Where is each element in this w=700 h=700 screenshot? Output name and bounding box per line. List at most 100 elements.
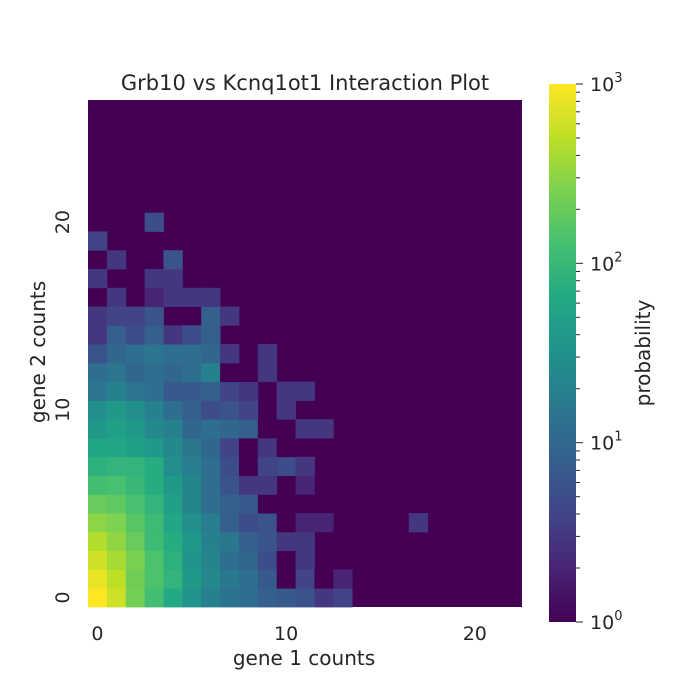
heatmap-cell: [257, 569, 278, 589]
heatmap-cell: [220, 475, 240, 495]
heatmap-cell: [163, 550, 183, 570]
heatmap-cell: [295, 569, 315, 589]
heatmap-cell: [125, 306, 146, 326]
heatmap-cell: [144, 344, 164, 364]
heatmap-cell: [88, 419, 108, 439]
heatmap-cell: [314, 419, 334, 439]
heatmap-cell: [220, 381, 240, 401]
heatmap-cell: [314, 513, 334, 533]
x-tick-label: 10: [274, 623, 298, 645]
heatmap-cell: [238, 531, 259, 552]
heatmap-cell: [125, 494, 146, 514]
heatmap-cell: [276, 569, 296, 589]
heatmap-cell: [163, 438, 183, 458]
heatmap-cell: [257, 531, 278, 552]
heatmap-cell: [257, 475, 278, 495]
heatmap-cell: [163, 494, 183, 514]
heatmap-cell: [257, 456, 278, 476]
heatmap-cell: [125, 438, 146, 458]
heatmap-cell: [163, 344, 183, 364]
heatmap-cell: [106, 438, 127, 458]
heatmap-cell: [257, 438, 278, 458]
heatmap-cell: [295, 381, 315, 401]
heatmap-cell: [144, 588, 164, 608]
heatmap-cell: [106, 362, 127, 383]
heatmap-cell: [257, 550, 278, 570]
heatmap-cell: [182, 381, 202, 401]
heatmap-cell: [106, 513, 127, 533]
heatmap-cell: [88, 438, 108, 458]
heatmap-cell: [163, 456, 183, 476]
heatmap-cell: [144, 306, 164, 326]
heatmap-cell: [88, 344, 108, 364]
x-axis-label: gene 1 counts: [233, 646, 375, 670]
colorbar-tick-label: 100: [590, 609, 622, 634]
heatmap-cell: [201, 475, 221, 495]
heatmap-cell: [125, 381, 146, 401]
heatmap-cell: [163, 400, 183, 420]
heatmap-cell: [125, 400, 146, 420]
heatmap-cell: [201, 550, 221, 570]
heatmap-cell: [408, 513, 429, 533]
heatmap-cell: [182, 475, 202, 495]
heatmap-cell: [144, 400, 164, 420]
heatmap-cell: [238, 475, 259, 495]
heatmap-cell: [88, 588, 108, 608]
heatmap-cell: [182, 494, 202, 514]
heatmap-cell: [220, 513, 240, 533]
heatmap-cell: [201, 419, 221, 439]
heatmap-cell: [144, 419, 164, 439]
heatmap-cell: [220, 438, 240, 458]
heatmap-cell: [201, 531, 221, 552]
heatmap-cell: [276, 438, 296, 458]
heatmap-cell: [333, 569, 353, 589]
y-axis-label: gene 2 counts: [26, 281, 50, 423]
heatmap-cell: [257, 513, 278, 533]
heatmap-cell: [182, 531, 202, 552]
heatmap-cell: [182, 400, 202, 420]
heatmap-cell: [144, 381, 164, 401]
x-axis-ticks: 0 10 20: [91, 623, 487, 645]
heatmap-cell: [276, 400, 296, 420]
heatmap-cell: [106, 494, 127, 514]
heatmap-cell: [220, 400, 240, 420]
x-tick-label: 20: [463, 623, 487, 645]
heatmap-cell: [144, 212, 164, 232]
heatmap-cell: [295, 419, 315, 439]
chart-title: Grb10 vs Kcnq1ot1 Interaction Plot: [121, 71, 489, 95]
heatmap-cell: [314, 569, 334, 589]
heatmap-cell: [163, 362, 183, 383]
heatmap-cell: [144, 287, 164, 307]
heatmap-cell: [144, 475, 164, 495]
heatmap-cell: [201, 456, 221, 476]
heatmap-cell: [106, 381, 127, 401]
heatmap-cell: [238, 513, 259, 533]
heatmap-cell: [276, 513, 296, 533]
heatmap-cell: [276, 550, 296, 570]
heatmap-cell: [201, 400, 221, 420]
heatmap-cell: [257, 419, 278, 439]
heatmap-cell: [125, 588, 146, 608]
heatmap-cell: [144, 550, 164, 570]
y-tick-label: 20: [52, 210, 74, 234]
heatmap-cell: [125, 531, 146, 552]
heatmap-cell: [106, 306, 127, 326]
heatmap-cell: [201, 344, 221, 364]
heatmap-cell: [220, 456, 240, 476]
heatmap-cell: [163, 419, 183, 439]
heatmap-cell: [144, 325, 164, 345]
heatmap-cell: [125, 325, 146, 345]
heatmap-cell: [220, 419, 240, 439]
heatmap-cell: [88, 494, 108, 514]
heatmap-cell: [163, 475, 183, 495]
x-tick-label: 0: [91, 623, 103, 645]
y-tick-label: 10: [52, 398, 74, 422]
heatmap-cell: [144, 269, 164, 289]
heatmap-cell: [106, 325, 127, 345]
heatmap-cell: [238, 381, 259, 401]
colorbar-ticks: 100 101 102 103: [576, 71, 622, 634]
heatmap-cell: [125, 513, 146, 533]
y-axis-ticks: 0 10 20: [52, 210, 74, 604]
heatmap-cell: [182, 287, 202, 307]
